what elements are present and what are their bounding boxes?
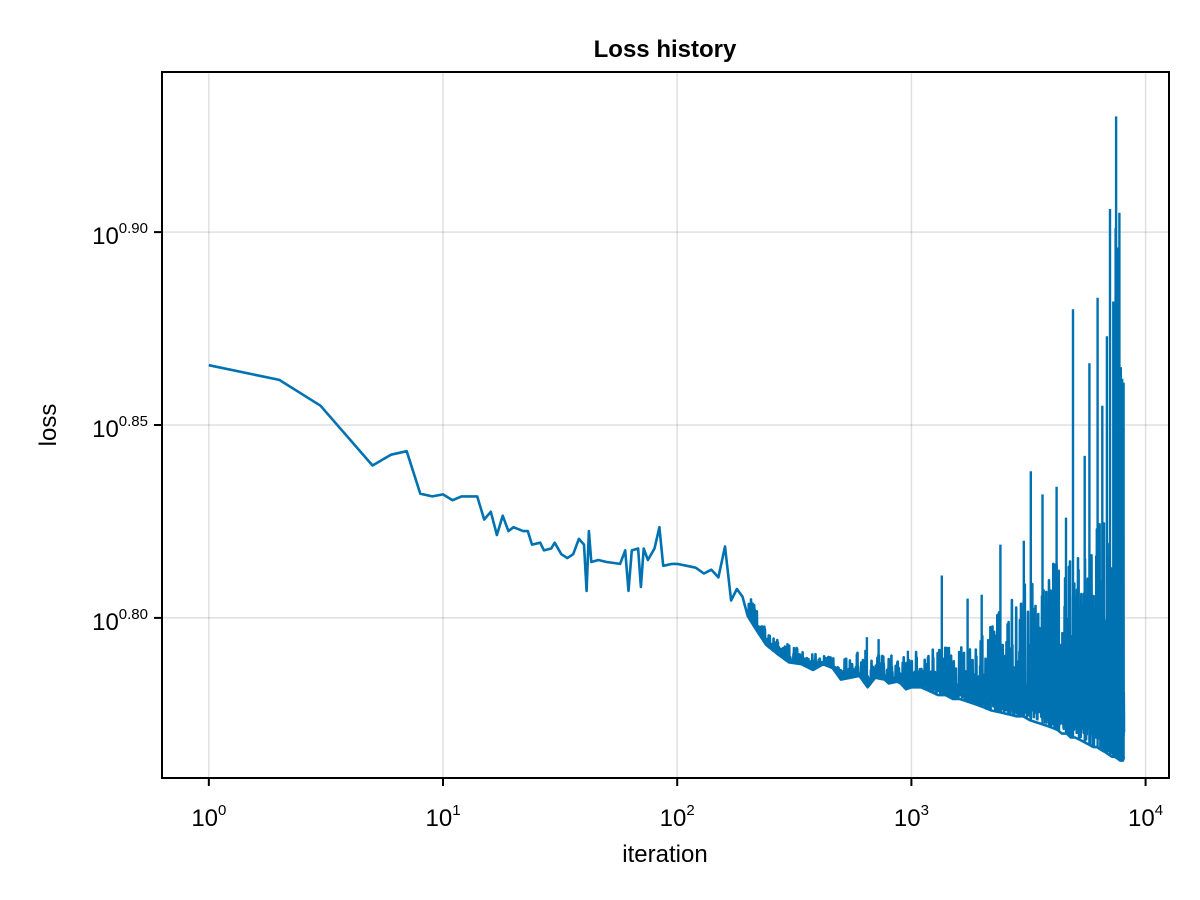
loss-noise-band [746,514,1126,759]
x-tick-exponent: 2 [686,802,694,819]
y-tick-exponent: 0.85 [119,413,148,430]
y-axis-label: loss [35,404,62,447]
loss-line [208,363,1126,762]
x-tick-label: 100 [191,802,226,832]
x-tick-base: 10 [660,805,687,832]
x-tick-label: 101 [425,802,460,832]
x-tick-base: 10 [894,805,921,832]
y-tick-exponent: 0.90 [119,220,148,237]
x-tick-exponent: 3 [921,802,929,819]
y-tick-label: 100.90 [92,220,148,250]
x-axis-label: iteration [622,841,707,868]
x-tick-exponent: 1 [452,802,460,819]
y-tick-label: 100.85 [92,413,148,443]
series-layer [208,116,1126,762]
y-tick-exponent: 0.80 [119,606,148,623]
x-tick-label: 102 [660,802,695,832]
x-tick-exponent: 0 [218,802,226,819]
y-tick-label: 100.80 [92,606,148,636]
grid-lines [162,72,1169,778]
x-tick-base: 10 [425,805,452,832]
x-tick-base: 10 [191,805,218,832]
y-tick-base: 10 [92,223,119,250]
x-tick-exponent: 4 [1155,802,1163,819]
y-tick-base: 10 [92,609,119,636]
y-tick-base: 10 [92,416,119,443]
x-tick-label: 103 [894,802,929,832]
x-tick-label: 104 [1128,802,1163,832]
chart-title: Loss history [594,36,737,63]
x-tick-base: 10 [1128,805,1155,832]
